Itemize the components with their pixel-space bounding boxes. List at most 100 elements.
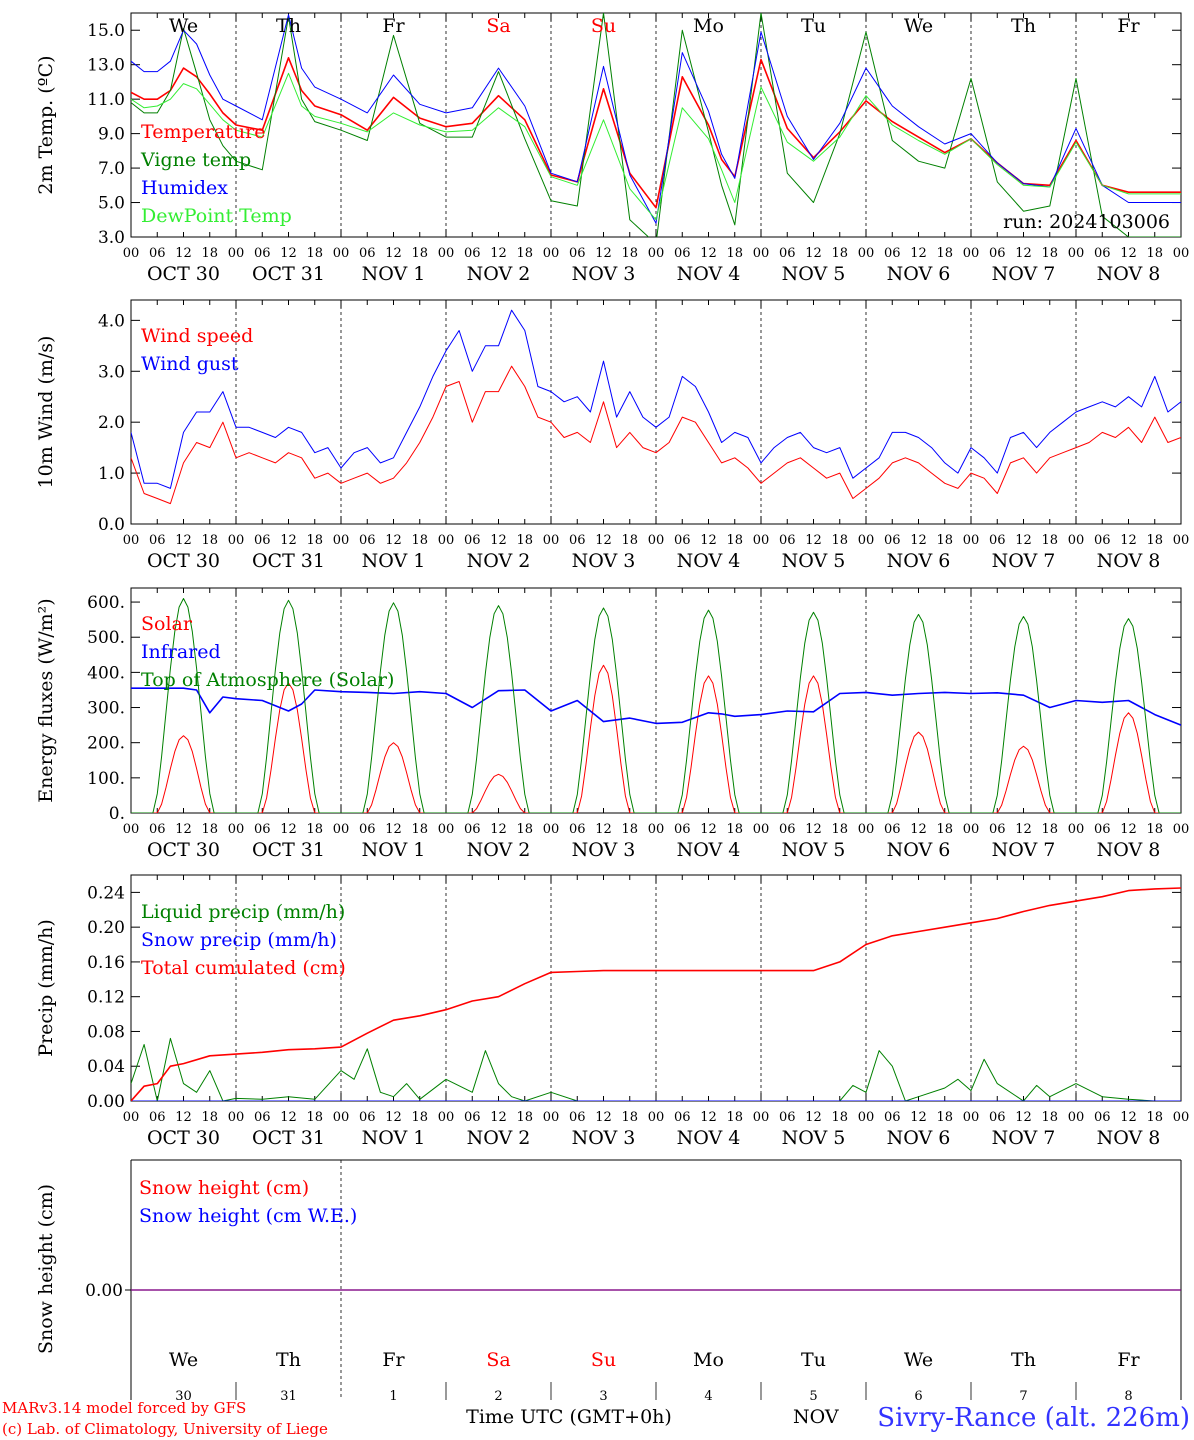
x-tick-label: 12 (385, 822, 402, 837)
x-tick-label: 18 (726, 533, 743, 548)
x-tick-label: 00 (858, 822, 875, 837)
weekday-label: Tu (801, 15, 826, 37)
x-tick-label: 00 (753, 1110, 770, 1125)
legend-entry: Solar (141, 613, 193, 635)
day-label: OCT 30 (147, 263, 220, 285)
panel-wind: 00 06 12 18 00 06 12 18 00 06 12 18 00 06 12 18 00 06 12 18… (35, 299, 1190, 572)
x-tick-label: 00 (228, 1110, 245, 1125)
series-line-liquid-precip-mm-h- (131, 1037, 1181, 1101)
series-group (131, 887, 1181, 1101)
legend-entry: Total cumulated (cm) (141, 957, 346, 979)
y-axis-label: 10m Wind (m/s) (35, 336, 57, 489)
x-tick-label: 00 (963, 1110, 980, 1125)
day-label: NOV 8 (1097, 839, 1161, 861)
x-tick-label: 00 (1173, 1110, 1190, 1125)
day-number-label: 2 (494, 1389, 502, 1404)
x-tick-label: 00 (438, 1110, 455, 1125)
x-tick-label: 06 (674, 1110, 691, 1125)
x-tick-label: 06 (149, 822, 166, 837)
y-tick-label: 3.0 (98, 228, 125, 248)
day-label: NOV 1 (362, 263, 426, 285)
x-tick-label: 18 (306, 1110, 323, 1125)
x-tick-label: 12 (910, 822, 927, 837)
x-tick-label: 12 (805, 1110, 822, 1125)
day-label: NOV 6 (887, 1127, 951, 1149)
weekday-label: Mo (693, 15, 724, 37)
x-tick-label: 00 (753, 246, 770, 261)
y-axis-label: Precip (mm/h) (35, 919, 57, 1057)
x-tick-label: 12 (175, 1110, 192, 1125)
x-tick-label: 12 (1015, 533, 1032, 548)
panel-precip: 00 06 12 18 00 06 12 18 00 06 12 18 00 06 12 18 00 06 12 18… (35, 874, 1190, 1149)
x-tick-label: 12 (175, 246, 192, 261)
x-tick-label: 12 (595, 533, 612, 548)
weekday-label: We (169, 15, 198, 37)
x-tick-label: 00 (333, 1110, 350, 1125)
x-tick-label: 18 (201, 533, 218, 548)
x-tick-label: 06 (464, 1110, 481, 1125)
x-tick-label: 12 (700, 822, 717, 837)
y-tick-label: 0.16 (87, 953, 125, 973)
y-tick-label: 9.0 (98, 125, 125, 145)
x-tick-label: 12 (1120, 822, 1137, 837)
weekday-label: We (169, 1349, 198, 1371)
day-label: OCT 30 (147, 1127, 220, 1149)
x-tick-label: 06 (884, 1110, 901, 1125)
day-label: NOV 3 (572, 550, 636, 572)
day-label: OCT 31 (252, 263, 325, 285)
x-tick-label: 06 (149, 1110, 166, 1125)
day-label: NOV 4 (677, 839, 741, 861)
x-tick-label: 00 (963, 533, 980, 548)
day-label: NOV 3 (572, 263, 636, 285)
day-label: NOV 4 (677, 263, 741, 285)
x-tick-label: 12 (595, 246, 612, 261)
x-tick-label: 00 (438, 246, 455, 261)
x-tick-label: 12 (700, 246, 717, 261)
x-tick-label: 00 (1173, 533, 1190, 548)
day-label: NOV 1 (362, 550, 426, 572)
y-tick-label: 500. (87, 628, 125, 648)
x-tick-label: 18 (621, 533, 638, 548)
x-tick-label: 06 (779, 1110, 796, 1125)
station-name: Sivry-Rance (alt. 226m) (877, 1403, 1190, 1433)
y-tick-label: 7.0 (98, 159, 125, 179)
x-tick-label: 06 (254, 1110, 271, 1125)
x-tick-label: 06 (884, 246, 901, 261)
x-tick-label: 18 (726, 246, 743, 261)
x-tick-label: 18 (831, 1110, 848, 1125)
series-line-dewpoint-temp (131, 72, 1181, 221)
x-tick-label: 06 (254, 533, 271, 548)
x-tick-label: 00 (123, 1110, 140, 1125)
x-tick-label: 12 (595, 822, 612, 837)
day-label: NOV 4 (677, 1127, 741, 1149)
day-label: NOV 2 (467, 550, 531, 572)
x-tick-label: 06 (149, 533, 166, 548)
x-tick-label: 00 (543, 246, 560, 261)
x-tick-label: 00 (753, 822, 770, 837)
x-tick-label: 12 (385, 246, 402, 261)
x-tick-label: 00 (123, 533, 140, 548)
day-label: NOV 5 (782, 550, 846, 572)
x-tick-label: 18 (831, 822, 848, 837)
x-tick-label: 18 (936, 533, 953, 548)
x-tick-label: 06 (779, 533, 796, 548)
x-tick-label: 00 (858, 246, 875, 261)
x-tick-label: 06 (464, 822, 481, 837)
x-tick-label: 06 (359, 1110, 376, 1125)
x-tick-label: 06 (1094, 1110, 1111, 1125)
x-tick-label: 06 (254, 822, 271, 837)
series-line-top-of-atmosphere-solar- (131, 598, 1181, 813)
x-tick-label: 06 (1094, 246, 1111, 261)
model-credit: MARv3.14 model forced by GFS (2, 1399, 246, 1417)
day-label: OCT 31 (252, 550, 325, 572)
x-tick-label: 18 (411, 1110, 428, 1125)
x-tick-label: 12 (805, 246, 822, 261)
x-tick-label: 18 (411, 246, 428, 261)
day-number-label: 4 (704, 1389, 712, 1404)
x-tick-label: 12 (1120, 533, 1137, 548)
x-tick-label: 18 (516, 246, 533, 261)
x-tick-label: 18 (621, 822, 638, 837)
x-tick-label: 00 (648, 533, 665, 548)
x-tick-label: 18 (411, 533, 428, 548)
y-tick-label: 11.0 (87, 90, 125, 110)
